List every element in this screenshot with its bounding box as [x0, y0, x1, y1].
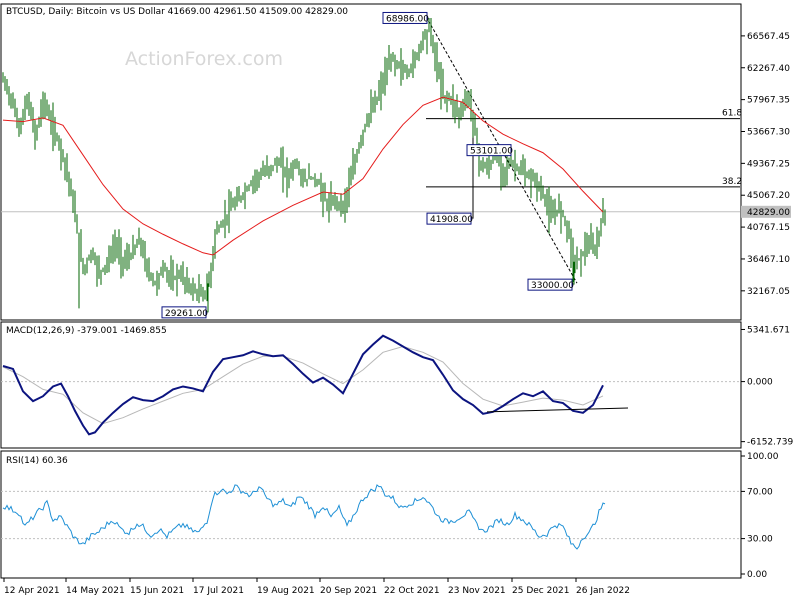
price-y-tick-label: 40767.15 — [747, 223, 790, 233]
macd-panel: MACD(12,26,9) -379.001 -1469.855 5341.67… — [0, 321, 793, 449]
rsi-y-tick-label: 30.00 — [747, 535, 773, 545]
x-tick-label: 17 Jul 2021 — [193, 586, 244, 596]
rsi-lines — [2, 484, 606, 550]
macd-y-tick-label: -6152.739 — [747, 438, 793, 448]
dashed-trendline — [425, 16, 578, 284]
rsi-panel-frame — [0, 450, 742, 579]
x-tick-label: 14 May 2021 — [66, 586, 125, 596]
x-tick-label: 20 Sep 2021 — [320, 586, 377, 596]
x-tick-label: 15 Jun 2021 — [130, 586, 184, 596]
price-panel: BTCUSD, Daily: Bitcoin vs US Dollar 4166… — [0, 3, 791, 321]
price-annotation-label: 29261.00 — [165, 309, 208, 319]
price-bars — [2, 17, 606, 313]
last-price-tag — [741, 205, 791, 218]
macd-panel-title: MACD(12,26,9) -379.001 -1469.855 — [6, 326, 167, 336]
fib-label: 61.8 — [722, 109, 742, 119]
moving-average-line — [2, 96, 604, 256]
last-price-line: 42829.00 — [1, 205, 791, 218]
price-annotations: 68986.00 53101.00 41908.00 33000.00 29261.00 — [161, 11, 574, 319]
price-annotation-box — [527, 278, 573, 291]
watermark: ActionForex.com — [125, 48, 283, 70]
macd-y-axis: 5341.671 0.000 -6152.739 — [1, 325, 793, 448]
price-annotation-label: 41908.00 — [430, 215, 473, 225]
macd-y-tick-label: 5341.671 — [747, 325, 790, 335]
x-tick-label: 23 Nov 2021 — [448, 586, 506, 596]
price-y-tick-label: 32167.05 — [747, 287, 790, 297]
last-price-label: 42829.00 — [747, 208, 790, 218]
x-axis: 12 Apr 2021 14 May 2021 15 Jun 2021 17 Jul … — [3, 578, 630, 596]
price-annotation-box — [466, 144, 512, 157]
price-panel-title: BTCUSD, Daily: Bitcoin vs US Dollar 4166… — [6, 7, 348, 17]
price-y-tick-label: 45067.20 — [747, 191, 790, 201]
fib-levels: 61.8 38.2 — [426, 109, 742, 188]
macd-lines — [2, 334, 629, 436]
price-y-tick-label: 66567.45 — [747, 32, 790, 42]
rsi-y-tick-label: 70.00 — [747, 487, 773, 497]
rsi-y-axis: 100.00 70.00 30.00 0.00 — [1, 452, 779, 580]
rsi-y-tick-label: 0.00 — [747, 570, 767, 580]
price-annotation-label: 68986.00 — [386, 14, 429, 24]
price-y-tick-label: 57967.35 — [747, 96, 790, 106]
price-y-tick-label: 53667.30 — [747, 127, 790, 137]
x-tick-label: 26 Jan 2022 — [576, 586, 630, 596]
macd-support-line — [486, 407, 629, 413]
macd-y-tick-label: 0.000 — [747, 378, 773, 388]
price-y-tick-label: 49367.25 — [747, 159, 790, 169]
fib-label: 38.2 — [722, 177, 742, 187]
price-y-tick-label: 62267.40 — [747, 64, 790, 74]
rsi-panel: RSI(14) 60.36 100.00 70.00 30.00 0.00 — [0, 450, 779, 580]
price-annotation-label: 53101.00 — [470, 147, 513, 157]
x-tick-label: 25 Dec 2021 — [512, 586, 570, 596]
price-panel-frame — [0, 3, 742, 321]
price-annotation-box — [382, 11, 428, 24]
rsi-line — [2, 484, 606, 550]
macd-main-line — [2, 334, 604, 436]
price-y-tick-label: 36467.10 — [747, 255, 790, 265]
rsi-panel-title: RSI(14) 60.36 — [6, 456, 68, 466]
x-tick-label: 22 Oct 2021 — [384, 586, 440, 596]
price-annotation-label: 33000.00 — [531, 281, 574, 291]
macd-panel-frame — [0, 321, 742, 449]
price-y-axis: 66567.45 62267.40 57967.35 53667.30 49367.25… — [741, 32, 790, 297]
rsi-y-tick-label: 100.00 — [747, 452, 779, 462]
moving-average — [2, 96, 604, 256]
x-tick-label: 12 Apr 2021 — [4, 586, 60, 596]
price-annotation-box — [426, 212, 472, 225]
x-tick-label: 19 Aug 2021 — [257, 586, 315, 596]
price-annotation-box — [161, 306, 207, 319]
